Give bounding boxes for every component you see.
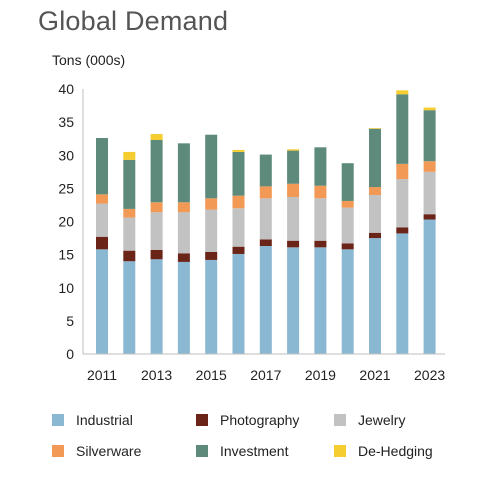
bar-segment-investment-2022 xyxy=(396,94,409,164)
bar-segment-silverware-2011 xyxy=(96,194,108,204)
x-tick-label: 2017 xyxy=(250,367,281,383)
bar-segment-photography-2018 xyxy=(287,240,300,248)
bar-segment-investment-2018 xyxy=(287,150,300,184)
bar-segment-industrial-2014 xyxy=(177,261,190,354)
bar-segment-industrial-2015 xyxy=(205,259,218,354)
bar-segment-industrial-2019 xyxy=(314,247,327,354)
bar-segment-silverware-2018 xyxy=(287,183,300,197)
bar-segment-silverware-2017 xyxy=(259,186,272,199)
bar-segment-investment-2015 xyxy=(205,134,218,199)
bar-segment-jewelry-2020 xyxy=(341,207,354,244)
bar-segment-silverware-2019 xyxy=(314,185,327,199)
y-tick-label: 15 xyxy=(58,247,74,263)
bar-segment-industrial-2021 xyxy=(369,238,381,354)
bar-segment-photography-2013 xyxy=(150,249,163,260)
bar-segment-silverware-2021 xyxy=(369,187,381,195)
bar-segment-photography-2023 xyxy=(423,214,436,220)
bar-segment-photography-2017 xyxy=(259,239,272,247)
bar-segment-de-hedging-2021 xyxy=(369,128,381,129)
bar-segment-photography-2012 xyxy=(123,250,136,262)
bar-segment-jewelry-2011 xyxy=(96,203,108,237)
bar-segment-photography-2015 xyxy=(205,251,218,260)
bar-segment-de-hedging-2013 xyxy=(150,134,163,141)
bar-segment-silverware-2015 xyxy=(205,198,218,210)
bar-segment-jewelry-2022 xyxy=(396,179,409,228)
bar-segment-investment-2021 xyxy=(369,128,381,188)
bar-segment-jewelry-2021 xyxy=(369,195,381,233)
bar-segment-silverware-2023 xyxy=(423,161,436,172)
bar-segment-industrial-2020 xyxy=(341,249,354,354)
bar-segment-photography-2014 xyxy=(177,253,190,262)
bar-segment-industrial-2017 xyxy=(259,246,272,354)
y-tick-label: 25 xyxy=(58,180,74,196)
bar-segment-photography-2011 xyxy=(96,236,108,250)
x-tick-label: 2013 xyxy=(141,367,172,383)
bar-segment-investment-2020 xyxy=(341,163,354,201)
bar-segment-silverware-2020 xyxy=(341,200,354,208)
bar-segment-investment-2014 xyxy=(177,143,190,203)
bar-segment-de-hedging-2016 xyxy=(232,149,245,152)
bar-segment-jewelry-2019 xyxy=(314,198,327,241)
bar-segment-photography-2019 xyxy=(314,240,327,248)
bar-segment-photography-2022 xyxy=(396,227,409,234)
bar-segment-investment-2012 xyxy=(123,159,136,209)
bar-segment-de-hedging-2022 xyxy=(396,90,409,95)
y-tick-label: 40 xyxy=(58,81,74,97)
bar-segment-silverware-2013 xyxy=(150,202,163,213)
bar-segment-photography-2020 xyxy=(341,243,354,250)
x-tick-label: 2019 xyxy=(305,367,336,383)
bar-segment-investment-2019 xyxy=(314,147,327,186)
bar-segment-jewelry-2012 xyxy=(123,217,136,251)
y-tick-label: 0 xyxy=(66,346,74,362)
bar-segment-silverware-2022 xyxy=(396,163,409,180)
bar-segment-silverware-2012 xyxy=(123,208,136,218)
bar-segment-photography-2021 xyxy=(369,232,381,239)
bar-segment-industrial-2016 xyxy=(232,253,245,354)
y-tick-label: 10 xyxy=(58,280,74,296)
bar-segment-industrial-2012 xyxy=(123,261,136,354)
bar-segment-jewelry-2018 xyxy=(287,196,300,241)
bar-segment-jewelry-2014 xyxy=(177,212,190,254)
bar-segment-jewelry-2023 xyxy=(423,171,436,215)
bar-segment-industrial-2013 xyxy=(150,259,163,354)
bar-segment-photography-2016 xyxy=(232,246,245,254)
bar-segment-industrial-2018 xyxy=(287,247,300,354)
bar-segment-silverware-2016 xyxy=(232,195,245,209)
x-tick-label: 2021 xyxy=(359,367,390,383)
bar-segment-jewelry-2013 xyxy=(150,212,163,250)
y-tick-label: 35 xyxy=(58,114,74,130)
bar-segment-investment-2013 xyxy=(150,140,163,203)
y-axis-units-label: Tons (000s) xyxy=(52,52,126,68)
x-tick-label: 2015 xyxy=(196,367,227,383)
bar-segment-industrial-2011 xyxy=(96,249,108,354)
bar-segment-investment-2016 xyxy=(232,151,245,196)
bar-segment-de-hedging-2018 xyxy=(287,149,300,151)
y-tick-label: 30 xyxy=(58,147,74,163)
x-tick-label: 2023 xyxy=(414,367,445,383)
x-tick-label: 2011 xyxy=(87,367,117,383)
y-tick-label: 20 xyxy=(58,214,74,230)
bar-segment-de-hedging-2023 xyxy=(423,107,436,111)
bar-segment-jewelry-2017 xyxy=(259,198,272,240)
y-tick-label: 5 xyxy=(66,313,74,329)
bar-segment-investment-2011 xyxy=(96,138,108,195)
bar-segment-jewelry-2015 xyxy=(205,209,218,252)
bar-segment-investment-2023 xyxy=(423,110,436,162)
bar-segment-industrial-2023 xyxy=(423,219,436,354)
chart-title: Global Demand xyxy=(38,6,229,36)
bar-segment-silverware-2014 xyxy=(177,202,190,213)
bar-segment-industrial-2022 xyxy=(396,233,409,354)
bar-segment-jewelry-2016 xyxy=(232,208,245,247)
bar-segment-investment-2017 xyxy=(259,154,272,187)
bar-segment-de-hedging-2012 xyxy=(123,151,136,160)
